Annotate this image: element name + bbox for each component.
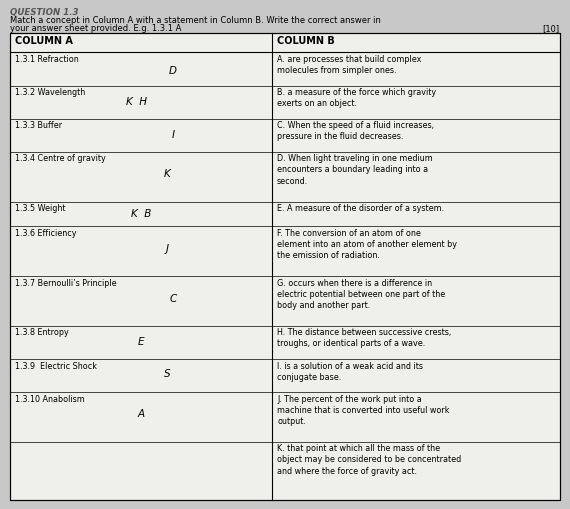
Text: 1.3.3 Buffer: 1.3.3 Buffer (15, 121, 62, 130)
Text: I: I (172, 130, 174, 140)
Text: E: E (138, 337, 145, 348)
Text: 1.3.5 Weight: 1.3.5 Weight (15, 204, 66, 213)
Text: J: J (166, 244, 169, 254)
Text: A. are processes that build complex
molecules from simpler ones.: A. are processes that build complex mole… (277, 55, 421, 75)
Text: I. is a solution of a weak acid and its
conjugate base.: I. is a solution of a weak acid and its … (277, 361, 423, 382)
Text: COLUMN A: COLUMN A (15, 36, 73, 46)
Text: F. The conversion of an atom of one
element into an atom of another element by
t: F. The conversion of an atom of one elem… (277, 229, 457, 260)
Text: D: D (169, 66, 177, 76)
Text: C: C (169, 294, 177, 303)
Text: 1.3.7 Bernoulli’s Principle: 1.3.7 Bernoulli’s Principle (15, 279, 116, 288)
Text: A: A (138, 410, 145, 419)
Text: J. The percent of the work put into a
machine that is converted into useful work: J. The percent of the work put into a ma… (277, 394, 450, 426)
Text: E. A measure of the disorder of a system.: E. A measure of the disorder of a system… (277, 204, 444, 213)
Text: your answer sheet provided. E.g. 1.3.1 A: your answer sheet provided. E.g. 1.3.1 A (10, 24, 182, 34)
Text: B. a measure of the force which gravity
exerts on an object.: B. a measure of the force which gravity … (277, 88, 436, 108)
Text: K  B: K B (131, 209, 152, 219)
Text: 1.3.9  Electric Shock: 1.3.9 Electric Shock (15, 361, 97, 371)
Text: 1.3.4 Centre of gravity: 1.3.4 Centre of gravity (15, 154, 105, 163)
Text: [10]: [10] (543, 24, 560, 34)
Text: K  H: K H (125, 97, 146, 107)
Text: 1.3.1 Refraction: 1.3.1 Refraction (15, 55, 79, 64)
Text: D. When light traveling in one medium
encounters a boundary leading into a
secon: D. When light traveling in one medium en… (277, 154, 433, 186)
Text: QUESTION 1.3: QUESTION 1.3 (10, 8, 79, 17)
Text: C. When the speed of a fluid increases,
pressure in the fluid decreases.: C. When the speed of a fluid increases, … (277, 121, 434, 142)
Text: 1.3.8 Entropy: 1.3.8 Entropy (15, 328, 68, 337)
Text: 1.3.6 Efficiency: 1.3.6 Efficiency (15, 229, 76, 238)
Text: K: K (164, 169, 171, 179)
Text: COLUMN B: COLUMN B (277, 36, 335, 46)
Text: 1.3.2 Wavelength: 1.3.2 Wavelength (15, 88, 85, 97)
Text: K. that point at which all the mass of the
object may be considered to be concen: K. that point at which all the mass of t… (277, 444, 461, 475)
Text: H. The distance between successive crests,
troughs, or identical parts of a wave: H. The distance between successive crest… (277, 328, 451, 349)
Text: G. occurs when there is a difference in
electric potential between one part of t: G. occurs when there is a difference in … (277, 279, 445, 310)
Text: Match a concept in Column A with a statement in Column B. Write the correct answ: Match a concept in Column A with a state… (10, 16, 381, 25)
Text: 1.3.10 Anabolism: 1.3.10 Anabolism (15, 394, 84, 404)
Text: S: S (164, 369, 171, 379)
